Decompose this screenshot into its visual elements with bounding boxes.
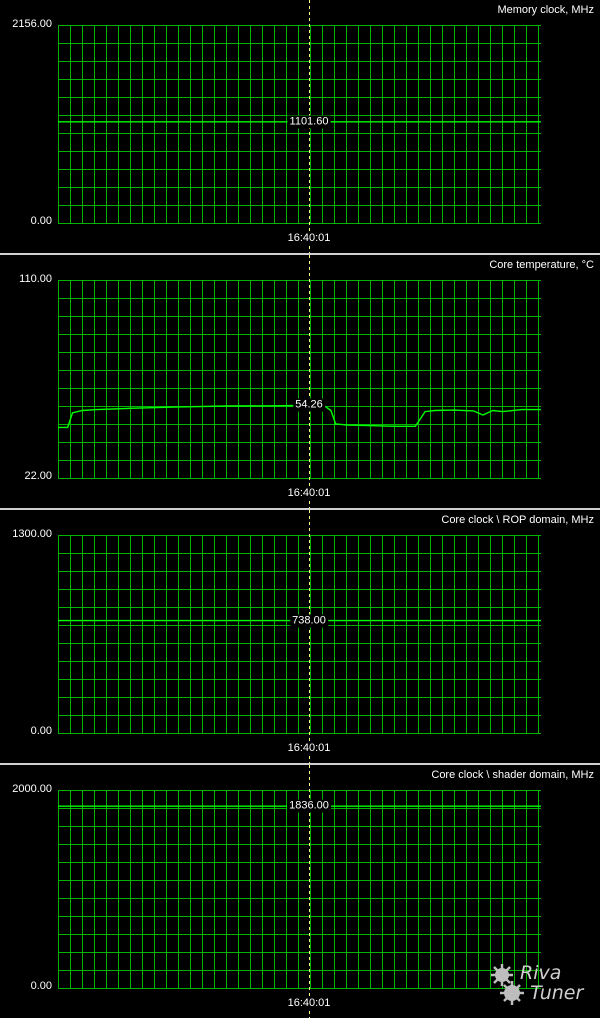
- y-max-label: 2000.00: [12, 783, 52, 795]
- graph-panel: Core temperature, °C 110.00 22.00 16:40:01 5…: [0, 255, 600, 508]
- series-line: [58, 404, 541, 429]
- graph-plot: [58, 765, 541, 1018]
- time-label: 16:40:01: [285, 232, 333, 245]
- grid: [58, 535, 541, 734]
- y-max-label: 110.00: [19, 273, 52, 285]
- current-value-label: 738.00: [290, 614, 328, 628]
- graph-title: Core clock \ ROP domain, MHz: [441, 514, 594, 526]
- logo-text-tuner: Tuner: [530, 982, 584, 1004]
- y-max-label: 1300.00: [12, 528, 52, 540]
- current-value-label: 1101.60: [287, 115, 331, 129]
- graph-plot: [58, 255, 541, 508]
- logo-text-riva: Riva: [520, 962, 562, 984]
- gear-icon: [491, 964, 524, 1005]
- y-max-label: 2156.00: [12, 18, 52, 30]
- graph-title: Memory clock, MHz: [497, 4, 594, 16]
- y-min-label: 0.00: [30, 215, 52, 227]
- graph-panel: Core clock \ ROP domain, MHz 1300.00 0.00 1…: [0, 510, 600, 763]
- graph-panel: Core clock \ shader domain, MHz 2000.00 0.…: [0, 765, 600, 1018]
- current-value-label: 54.26: [293, 398, 325, 412]
- time-label: 16:40:01: [285, 487, 333, 500]
- panel-separator: [0, 253, 600, 255]
- time-label: 16:40:01: [285, 997, 333, 1010]
- y-min-label: 0.00: [30, 980, 52, 992]
- graph-panel: Memory clock, MHz 2156.00 0.00 16:40:01 1101…: [0, 0, 600, 253]
- graph-plot: [58, 510, 541, 763]
- panel-separator: [0, 763, 600, 765]
- graph-title: Core clock \ shader domain, MHz: [431, 769, 594, 781]
- graph-plot: [58, 0, 541, 253]
- graph-title: Core temperature, °C: [489, 259, 594, 271]
- grid: [58, 280, 541, 479]
- grid: [58, 790, 541, 989]
- time-label: 16:40:01: [285, 742, 333, 755]
- panel-separator: [0, 508, 600, 510]
- grid: [58, 25, 541, 224]
- current-value-label: 1836.00: [287, 799, 331, 813]
- rivatuner-logo: Riva Tuner: [486, 961, 596, 1011]
- y-min-label: 22.00: [24, 470, 52, 482]
- y-min-label: 0.00: [30, 725, 52, 737]
